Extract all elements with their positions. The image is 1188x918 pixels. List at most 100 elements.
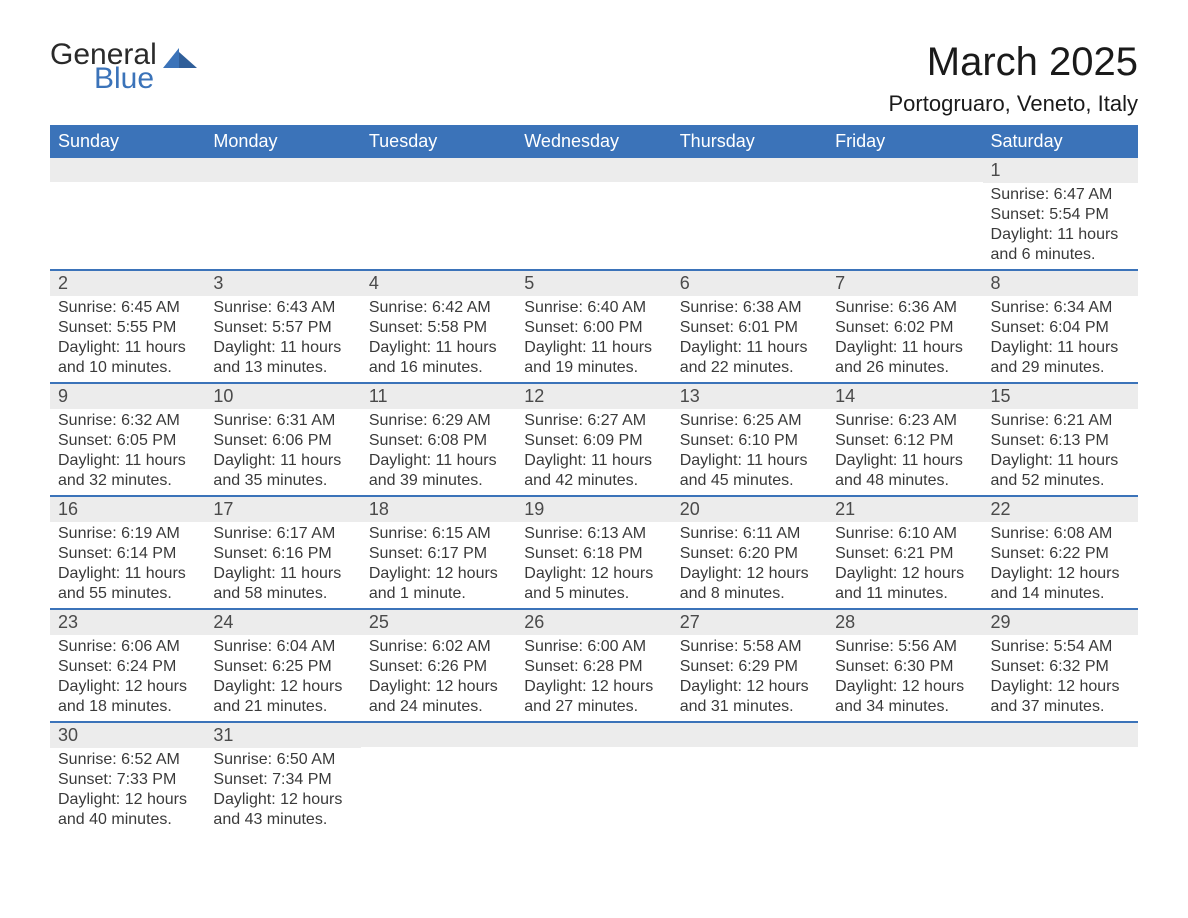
day-number: 3 — [205, 271, 360, 296]
calendar-day-cell: 14Sunrise: 6:23 AMSunset: 6:12 PMDayligh… — [827, 383, 982, 496]
sunset-line: Sunset: 5:55 PM — [58, 318, 197, 338]
calendar-week-row: 23Sunrise: 6:06 AMSunset: 6:24 PMDayligh… — [50, 609, 1138, 722]
sunrise-line: Sunrise: 6:02 AM — [369, 637, 508, 657]
day-details: Sunrise: 6:25 AMSunset: 6:10 PMDaylight:… — [672, 409, 827, 495]
empty-day — [983, 723, 1138, 747]
daylight-line: Daylight: 11 hours and 42 minutes. — [524, 451, 663, 491]
calendar-day-cell — [983, 722, 1138, 834]
daylight-line: Daylight: 12 hours and 21 minutes. — [213, 677, 352, 717]
empty-day — [205, 158, 360, 182]
day-number: 19 — [516, 497, 671, 522]
sunset-line: Sunset: 6:18 PM — [524, 544, 663, 564]
day-details: Sunrise: 6:45 AMSunset: 5:55 PMDaylight:… — [50, 296, 205, 382]
sunrise-line: Sunrise: 6:25 AM — [680, 411, 819, 431]
daylight-line: Daylight: 12 hours and 31 minutes. — [680, 677, 819, 717]
day-details: Sunrise: 6:42 AMSunset: 5:58 PMDaylight:… — [361, 296, 516, 382]
calendar-day-cell: 15Sunrise: 6:21 AMSunset: 6:13 PMDayligh… — [983, 383, 1138, 496]
day-details: Sunrise: 6:36 AMSunset: 6:02 PMDaylight:… — [827, 296, 982, 382]
sunrise-line: Sunrise: 6:47 AM — [991, 185, 1130, 205]
calendar-day-cell: 9Sunrise: 6:32 AMSunset: 6:05 PMDaylight… — [50, 383, 205, 496]
calendar-day-cell: 4Sunrise: 6:42 AMSunset: 5:58 PMDaylight… — [361, 270, 516, 383]
empty-day — [672, 723, 827, 747]
day-number: 30 — [50, 723, 205, 748]
day-number: 17 — [205, 497, 360, 522]
daylight-line: Daylight: 12 hours and 14 minutes. — [991, 564, 1130, 604]
calendar-week-row: 9Sunrise: 6:32 AMSunset: 6:05 PMDaylight… — [50, 383, 1138, 496]
sunset-line: Sunset: 5:58 PM — [369, 318, 508, 338]
day-details: Sunrise: 6:29 AMSunset: 6:08 PMDaylight:… — [361, 409, 516, 495]
day-details: Sunrise: 6:38 AMSunset: 6:01 PMDaylight:… — [672, 296, 827, 382]
sunrise-line: Sunrise: 5:58 AM — [680, 637, 819, 657]
daylight-line: Daylight: 11 hours and 13 minutes. — [213, 338, 352, 378]
day-number: 4 — [361, 271, 516, 296]
day-number: 13 — [672, 384, 827, 409]
calendar-day-cell: 3Sunrise: 6:43 AMSunset: 5:57 PMDaylight… — [205, 270, 360, 383]
weekday-header: Wednesday — [516, 125, 671, 158]
day-details: Sunrise: 5:58 AMSunset: 6:29 PMDaylight:… — [672, 635, 827, 721]
calendar-day-cell — [516, 722, 671, 834]
calendar-day-cell: 18Sunrise: 6:15 AMSunset: 6:17 PMDayligh… — [361, 496, 516, 609]
calendar-day-cell: 12Sunrise: 6:27 AMSunset: 6:09 PMDayligh… — [516, 383, 671, 496]
day-details: Sunrise: 5:56 AMSunset: 6:30 PMDaylight:… — [827, 635, 982, 721]
daylight-line: Daylight: 11 hours and 39 minutes. — [369, 451, 508, 491]
sunrise-line: Sunrise: 6:40 AM — [524, 298, 663, 318]
weekday-header: Saturday — [983, 125, 1138, 158]
day-number: 29 — [983, 610, 1138, 635]
day-number: 7 — [827, 271, 982, 296]
day-number: 23 — [50, 610, 205, 635]
day-number: 14 — [827, 384, 982, 409]
day-details: Sunrise: 6:06 AMSunset: 6:24 PMDaylight:… — [50, 635, 205, 721]
calendar-day-cell: 13Sunrise: 6:25 AMSunset: 6:10 PMDayligh… — [672, 383, 827, 496]
calendar-day-cell: 11Sunrise: 6:29 AMSunset: 6:08 PMDayligh… — [361, 383, 516, 496]
sunset-line: Sunset: 6:06 PM — [213, 431, 352, 451]
day-details: Sunrise: 6:21 AMSunset: 6:13 PMDaylight:… — [983, 409, 1138, 495]
day-number: 18 — [361, 497, 516, 522]
sunrise-line: Sunrise: 6:38 AM — [680, 298, 819, 318]
day-details: Sunrise: 6:10 AMSunset: 6:21 PMDaylight:… — [827, 522, 982, 608]
location-subtitle: Portogruaro, Veneto, Italy — [889, 91, 1139, 117]
daylight-line: Daylight: 11 hours and 58 minutes. — [213, 564, 352, 604]
calendar-table: SundayMondayTuesdayWednesdayThursdayFrid… — [50, 125, 1138, 834]
day-number: 9 — [50, 384, 205, 409]
sunrise-line: Sunrise: 6:27 AM — [524, 411, 663, 431]
daylight-line: Daylight: 12 hours and 24 minutes. — [369, 677, 508, 717]
daylight-line: Daylight: 12 hours and 8 minutes. — [680, 564, 819, 604]
daylight-line: Daylight: 11 hours and 16 minutes. — [369, 338, 508, 378]
calendar-day-cell: 5Sunrise: 6:40 AMSunset: 6:00 PMDaylight… — [516, 270, 671, 383]
day-details: Sunrise: 6:43 AMSunset: 5:57 PMDaylight:… — [205, 296, 360, 382]
day-number: 2 — [50, 271, 205, 296]
weekday-header: Thursday — [672, 125, 827, 158]
daylight-line: Daylight: 12 hours and 37 minutes. — [991, 677, 1130, 717]
day-details: Sunrise: 6:04 AMSunset: 6:25 PMDaylight:… — [205, 635, 360, 721]
sunrise-line: Sunrise: 6:23 AM — [835, 411, 974, 431]
calendar-week-row: 30Sunrise: 6:52 AMSunset: 7:33 PMDayligh… — [50, 722, 1138, 834]
empty-day — [516, 723, 671, 747]
sunrise-line: Sunrise: 6:45 AM — [58, 298, 197, 318]
weekday-header: Monday — [205, 125, 360, 158]
weekday-header: Sunday — [50, 125, 205, 158]
sunrise-line: Sunrise: 6:50 AM — [213, 750, 352, 770]
sunset-line: Sunset: 6:25 PM — [213, 657, 352, 677]
empty-day — [827, 723, 982, 747]
day-details: Sunrise: 6:52 AMSunset: 7:33 PMDaylight:… — [50, 748, 205, 834]
day-details: Sunrise: 6:19 AMSunset: 6:14 PMDaylight:… — [50, 522, 205, 608]
calendar-week-row: 1Sunrise: 6:47 AMSunset: 5:54 PMDaylight… — [50, 158, 1138, 270]
daylight-line: Daylight: 12 hours and 5 minutes. — [524, 564, 663, 604]
day-number: 26 — [516, 610, 671, 635]
title-block: March 2025 Portogruaro, Veneto, Italy — [889, 40, 1139, 117]
sunrise-line: Sunrise: 6:21 AM — [991, 411, 1130, 431]
sunset-line: Sunset: 5:54 PM — [991, 205, 1130, 225]
daylight-line: Daylight: 12 hours and 18 minutes. — [58, 677, 197, 717]
calendar-day-cell: 26Sunrise: 6:00 AMSunset: 6:28 PMDayligh… — [516, 609, 671, 722]
sunrise-line: Sunrise: 6:36 AM — [835, 298, 974, 318]
sunset-line: Sunset: 5:57 PM — [213, 318, 352, 338]
empty-day — [516, 158, 671, 182]
empty-day — [827, 158, 982, 182]
calendar-day-cell — [672, 158, 827, 270]
calendar-day-cell — [827, 722, 982, 834]
day-details: Sunrise: 6:08 AMSunset: 6:22 PMDaylight:… — [983, 522, 1138, 608]
sunrise-line: Sunrise: 6:52 AM — [58, 750, 197, 770]
sunset-line: Sunset: 6:01 PM — [680, 318, 819, 338]
calendar-day-cell: 7Sunrise: 6:36 AMSunset: 6:02 PMDaylight… — [827, 270, 982, 383]
day-number: 11 — [361, 384, 516, 409]
